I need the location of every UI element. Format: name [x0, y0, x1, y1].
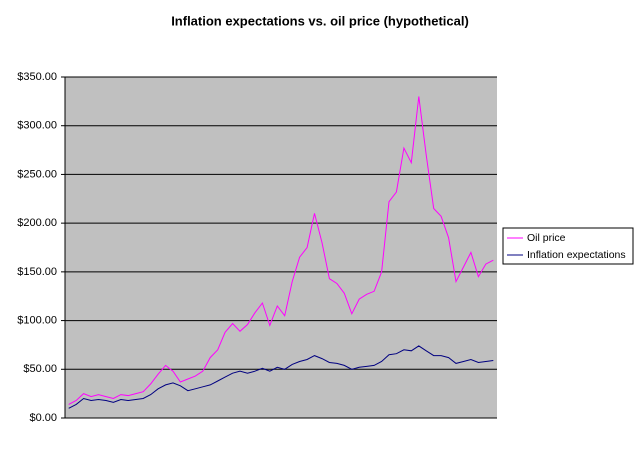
y-tick-label: $100.00: [17, 314, 57, 326]
plot-area: [65, 77, 497, 418]
y-tick-label: $250.00: [17, 168, 57, 180]
y-tick-label: $200.00: [17, 217, 57, 229]
y-tick-label: $300.00: [17, 120, 57, 132]
series-line: [68, 345, 494, 409]
legend-label: Inflation expectations: [527, 249, 626, 261]
chart-title: Inflation expectations vs. oil price (hy…: [171, 13, 469, 28]
y-tick-label: $0.00: [29, 412, 57, 424]
y-tick-label: $50.00: [23, 363, 57, 375]
y-tick-label: $350.00: [17, 71, 57, 83]
y-tick-label: $150.00: [17, 266, 57, 278]
series-line: [68, 96, 494, 405]
legend-label: Oil price: [527, 232, 566, 244]
legend-box: [502, 227, 634, 265]
